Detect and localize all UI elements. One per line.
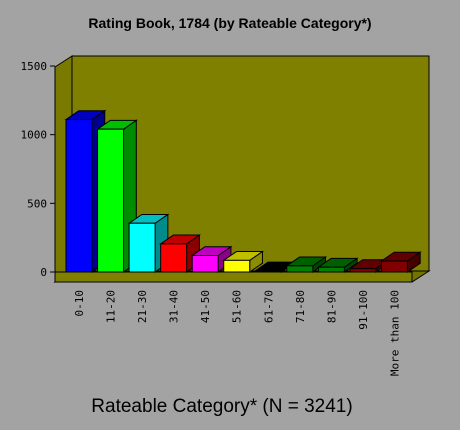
bars	[64, 109, 422, 273]
bar	[127, 213, 170, 273]
x-tick-label: 71-80	[294, 290, 307, 323]
x-tick-label: 0-10	[73, 290, 86, 317]
bar	[285, 256, 328, 273]
y-axis: 0 500 1000 1500	[21, 60, 56, 282]
y-tick-label: 1000	[21, 129, 48, 142]
bar-front	[160, 243, 188, 273]
bar-front	[380, 260, 408, 273]
bar-front	[128, 222, 156, 273]
x-tick-label: 91-100	[357, 290, 370, 330]
y-tick-label: 0	[40, 266, 47, 279]
x-tick-label: 51-60	[231, 290, 244, 323]
bar-front	[97, 128, 125, 273]
bar	[95, 119, 138, 273]
x-tick-label: 21-30	[136, 290, 149, 323]
x-tick-label: 31-40	[168, 290, 181, 323]
bar	[253, 261, 296, 273]
bar-front	[65, 119, 93, 273]
x-tick-label: 61-70	[262, 290, 275, 323]
x-axis-label: Rateable Category* (N = 3241)	[91, 396, 352, 417]
bar-front	[317, 266, 345, 273]
y-tick-label: 1500	[21, 60, 48, 73]
bar	[222, 250, 265, 273]
x-tick-label: More than 100	[388, 290, 401, 376]
x-tick-label: 81-90	[325, 290, 338, 323]
chart-title: Rating Book, 1784 (by Rateable Category*…	[88, 15, 371, 31]
x-tick-labels: 0-10 11-20 21-30 31-40 41-50 51-60 61-70 71-80 8…	[73, 290, 401, 376]
bar-front	[223, 259, 251, 273]
x-tick-label: 11-20	[105, 290, 118, 323]
bar	[316, 257, 359, 273]
bar-front	[286, 265, 314, 273]
bar-front	[254, 270, 282, 273]
y-tick-label: 500	[27, 197, 47, 210]
x-tick-label: 41-50	[199, 290, 212, 323]
bar	[379, 251, 422, 273]
bar-front	[191, 255, 219, 273]
floor-front	[54, 271, 413, 283]
bar-front	[349, 268, 377, 273]
